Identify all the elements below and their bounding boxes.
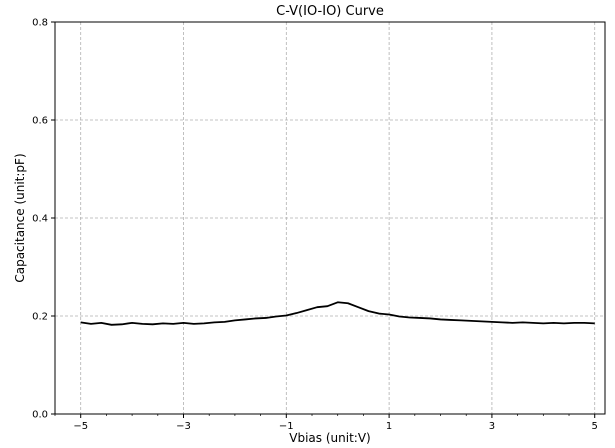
y-tick-label: 0.4 [32, 214, 48, 225]
cv-series-line [80, 301, 595, 326]
y-axis-label: Capacitance (unit:pF) [13, 153, 27, 282]
y-tick-label: 0.0 [32, 410, 48, 421]
x-tick-label: −3 [176, 421, 191, 432]
y-tick-label: 0.6 [32, 116, 48, 127]
x-tick-label: 1 [386, 421, 392, 432]
y-tick-label: 0.8 [32, 18, 48, 29]
y-tick-label: 0.2 [32, 312, 48, 323]
grid [55, 21, 605, 415]
axis-ticks: −5 −3 −1 1 3 5 0.0 0.2 0.4 0.6 0.8 [32, 18, 598, 433]
chart-title: C-V(IO-IO) Curve [276, 4, 384, 19]
x-tick-label: −5 [73, 421, 88, 432]
x-tick-label: 3 [489, 421, 495, 432]
x-axis-label: Vbias (unit:V) [289, 431, 370, 445]
x-tick-label: −1 [279, 421, 294, 432]
series-layer [80, 301, 595, 326]
x-tick-label: 5 [592, 421, 598, 432]
